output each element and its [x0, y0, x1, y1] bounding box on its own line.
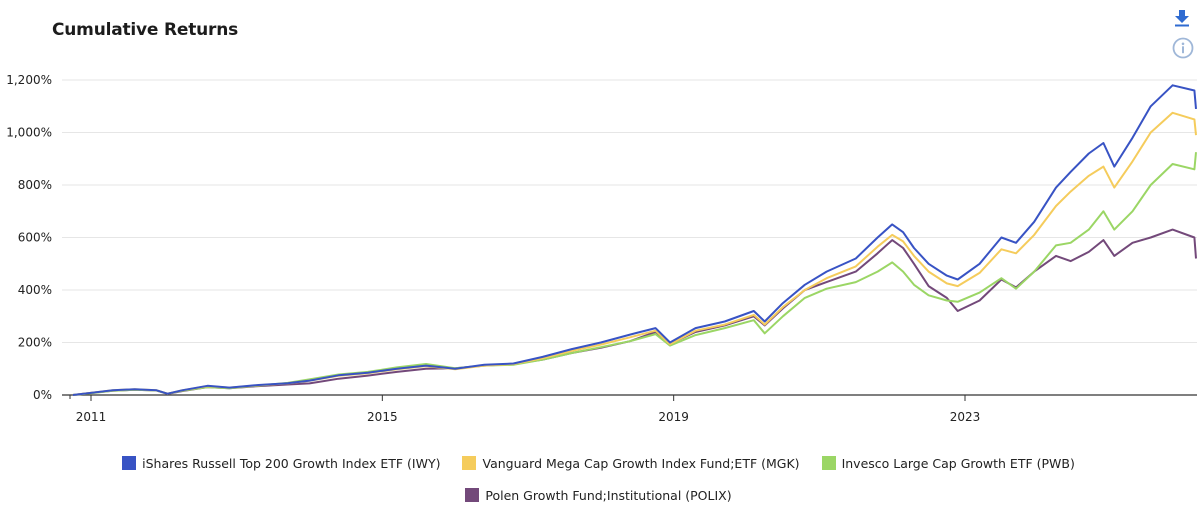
x-axis: 2011 2015 2019 2023 [62, 394, 1197, 424]
info-button[interactable] [1172, 37, 1194, 59]
legend-swatch-polix [465, 488, 480, 502]
series-line-polix[interactable] [72, 228, 1197, 396]
chart-area: 0%200%400%600%800%1,000%1,200% 2011 2015 2… [6, 73, 1197, 424]
y-tick-label: 200% [18, 336, 52, 350]
legend-label-pwb: Invesco Large Cap Growth ETF (PWB) [841, 455, 1075, 471]
legend-swatch-iwy [122, 456, 137, 470]
y-tick-label: 800% [18, 178, 52, 192]
info-icon [1172, 37, 1194, 59]
legend-item-iwy[interactable]: iShares Russell Top 200 Growth Index ETF… [122, 456, 440, 471]
legend-label-polix: Polen Growth Fund;Institutional (POLIX) [485, 487, 732, 503]
series-line-pwb[interactable] [72, 152, 1197, 396]
legend-swatch-mgk [462, 456, 477, 470]
legend-item-pwb[interactable]: Invesco Large Cap Growth ETF (PWB) [821, 455, 1075, 471]
legend-item-mgk[interactable]: Vanguard Mega Cap Growth Index Fund;ETF … [462, 455, 800, 471]
x-tick-label: 2015 [367, 410, 398, 424]
y-tick-label: 600% [18, 231, 52, 245]
legend-item-polix[interactable]: Polen Growth Fund;Institutional (POLIX) [465, 487, 732, 503]
chart-title: Cumulative Returns [52, 20, 239, 40]
x-tick-label: 2011 [76, 410, 107, 424]
series-line-mgk[interactable] [72, 111, 1197, 396]
legend-row-2: Polen Growth Fund;Institutional (POLIX) [0, 482, 1197, 508]
legend: iShares Russell Top 200 Growth Index ETF… [0, 450, 1197, 508]
series-line-iwy[interactable] [72, 84, 1197, 396]
y-tick-label: 1,000% [6, 126, 52, 140]
legend-row-1: iShares Russell Top 200 Growth Index ETF… [0, 450, 1197, 476]
series-lines [72, 84, 1197, 396]
y-tick-label: 0% [33, 388, 52, 402]
legend-swatch-pwb [821, 456, 836, 470]
y-tick-label: 400% [18, 283, 52, 297]
x-tick-label: 2023 [950, 410, 981, 424]
y-axis: 0% 200% 400% 600% 800% 1,000% 1,200% [6, 73, 52, 402]
download-icon [1175, 10, 1189, 27]
x-tick-label: 2019 [658, 410, 689, 424]
legend-label-mgk: Vanguard Mega Cap Growth Index Fund;ETF … [482, 455, 800, 471]
download-button[interactable] [1172, 8, 1192, 28]
legend-label-iwy: iShares Russell Top 200 Growth Index ETF… [142, 455, 441, 471]
grid-lines [62, 79, 1197, 396]
y-tick-label: 1,200% [6, 73, 52, 87]
